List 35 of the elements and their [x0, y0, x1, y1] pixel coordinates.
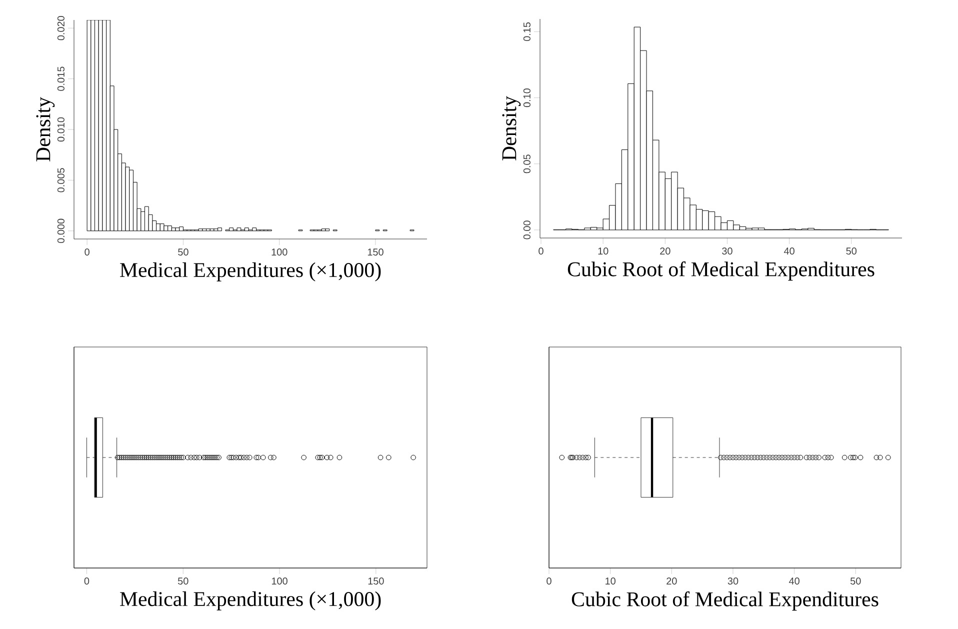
x-tick-label: 30 — [722, 248, 732, 255]
x-tick-label: 30 — [728, 578, 738, 585]
y-tick-label: 0.000 — [57, 218, 64, 243]
y-tick-label: 0.05 — [523, 154, 530, 174]
x-tick-label: 0 — [538, 248, 544, 255]
x-axis-title: Cubic Root of Medical Expenditures — [568, 261, 874, 281]
x-tick-label: 10 — [598, 248, 608, 255]
x-tick-label: 50 — [178, 248, 188, 256]
y-tick-label: 0.10 — [523, 88, 530, 108]
x-axis-title: Medical Expenditures (×1,000) — [120, 262, 381, 282]
x-tick-label: 20 — [666, 578, 677, 585]
x-tick-label: 0 — [546, 578, 552, 585]
x-tick-label: 0 — [84, 248, 90, 256]
y-tick-label: 0.15 — [523, 22, 530, 41]
x-tick-label: 100 — [272, 578, 288, 585]
x-axis-title: Cubic Root of Medical Expenditures — [572, 591, 878, 611]
x-tick-label: 20 — [660, 248, 670, 255]
x-tick-label: 150 — [368, 248, 384, 256]
x-tick-label: 50 — [846, 248, 857, 255]
x-tick-label: 40 — [784, 248, 794, 255]
x-tick-label: 0 — [84, 578, 90, 585]
y-tick-label: 0.020 — [57, 16, 64, 40]
y-axis-title: Density — [502, 96, 521, 160]
x-tick-label: 50 — [178, 578, 188, 585]
x-tick-label: 100 — [272, 248, 288, 256]
y-tick-label: 0.00 — [523, 220, 530, 240]
y-tick-label: 0.005 — [57, 168, 64, 192]
y-axis-title: Density — [36, 97, 55, 162]
y-tick-label: 0.010 — [57, 117, 64, 142]
x-tick-label: 40 — [789, 578, 800, 585]
x-tick-label: 50 — [850, 578, 861, 585]
x-tick-label: 10 — [606, 578, 616, 585]
x-tick-label: 150 — [368, 578, 384, 585]
y-tick-label: 0.015 — [57, 66, 64, 91]
x-axis-title: Medical Expenditures (×1,000) — [120, 591, 381, 610]
